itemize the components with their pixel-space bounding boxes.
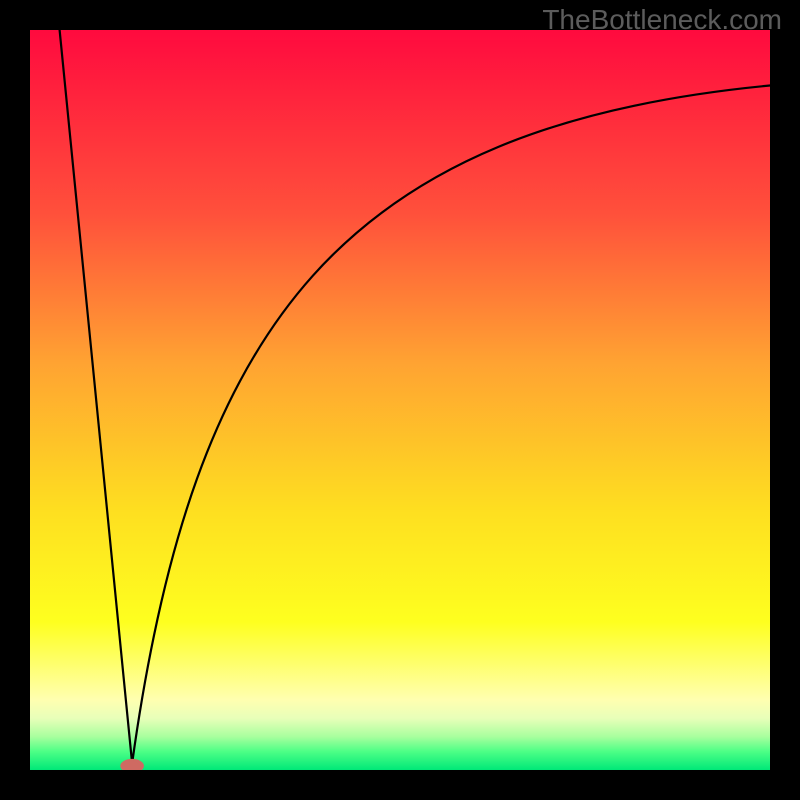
chart-svg [30,30,770,770]
chart-frame: TheBottleneck.com [0,0,800,800]
watermark-text: TheBottleneck.com [542,4,782,36]
plot-area [30,30,770,770]
gradient-background [30,30,770,770]
